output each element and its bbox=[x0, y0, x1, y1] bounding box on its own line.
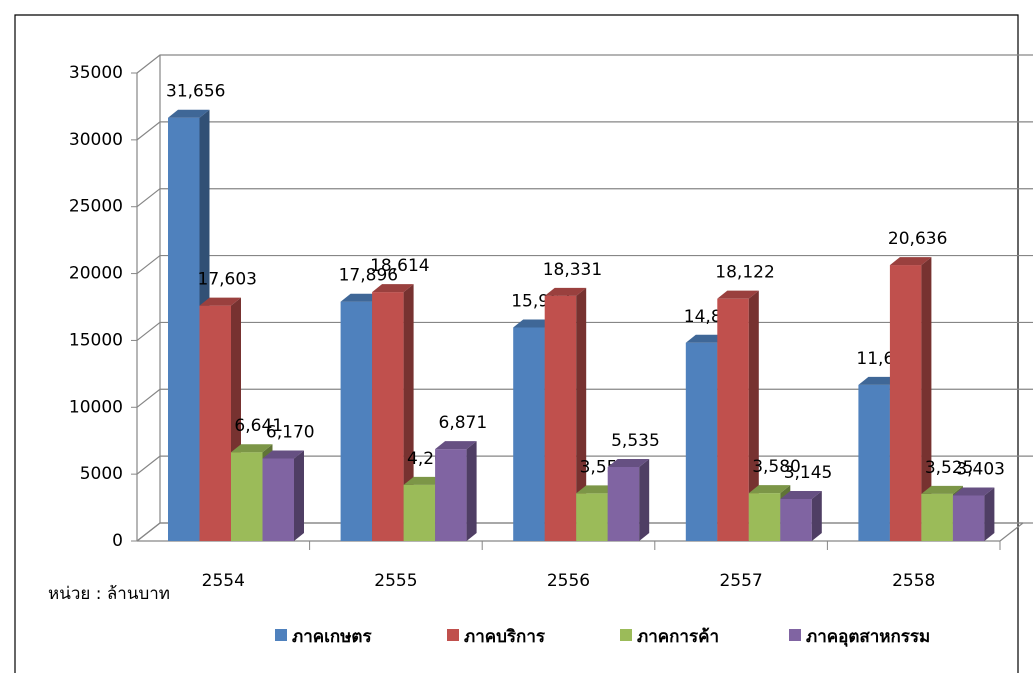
bar-top bbox=[858, 376, 900, 385]
bar bbox=[576, 493, 608, 541]
bar-top bbox=[576, 485, 618, 494]
bar bbox=[717, 298, 749, 541]
value-label: 18,614 bbox=[370, 256, 429, 276]
bar-top bbox=[780, 490, 822, 499]
bar bbox=[685, 342, 718, 541]
bar bbox=[607, 466, 640, 541]
bar bbox=[952, 495, 985, 541]
bar-top bbox=[262, 450, 304, 459]
x-tick-label: 2556 bbox=[547, 571, 590, 591]
frame bbox=[14, 14, 1019, 673]
grid-line bbox=[136, 254, 1033, 275]
legend-label: ภาคอุตสาหกรรม bbox=[806, 627, 930, 647]
bar-top bbox=[168, 109, 210, 118]
bar-top bbox=[544, 287, 587, 296]
value-label: 6,170 bbox=[266, 422, 315, 442]
value-label: 17,603 bbox=[198, 270, 257, 290]
value-label: 3,403 bbox=[956, 459, 1005, 479]
bar-top bbox=[607, 458, 650, 467]
bar bbox=[199, 305, 231, 541]
value-label: 5,535 bbox=[611, 431, 660, 451]
unit-annotation: หน่วย : ล้านบาท bbox=[48, 584, 170, 604]
y-tick-label: 35000 bbox=[69, 63, 123, 83]
y-tick-label: 0 bbox=[112, 531, 123, 551]
bar-top bbox=[372, 284, 414, 293]
legend-label: ภาคการค้า bbox=[637, 627, 719, 647]
grid-line bbox=[136, 188, 1033, 208]
bar-side bbox=[639, 458, 650, 541]
value-label: 6,871 bbox=[439, 413, 488, 433]
legend-swatch bbox=[789, 629, 801, 641]
bar-top bbox=[435, 441, 477, 450]
bar-top bbox=[231, 444, 273, 453]
y-tick-label: 25000 bbox=[69, 197, 123, 217]
grid-line bbox=[136, 121, 1033, 141]
value-label: 31,656 bbox=[166, 82, 225, 102]
bar bbox=[544, 295, 577, 541]
value-label: 20,636 bbox=[888, 229, 947, 249]
x-tick-label: 2558 bbox=[892, 571, 935, 591]
bar bbox=[780, 498, 812, 541]
y-tick-label: 10000 bbox=[69, 397, 123, 417]
bar-top bbox=[889, 257, 932, 266]
y-tick-label: 20000 bbox=[69, 264, 123, 284]
bar bbox=[340, 301, 373, 541]
bar bbox=[168, 117, 200, 542]
bar-side bbox=[748, 290, 759, 541]
bar-side bbox=[984, 487, 995, 541]
x-tick-label: 2557 bbox=[719, 571, 762, 591]
bar bbox=[513, 327, 545, 541]
legend-label: ภาคเกษตร bbox=[292, 627, 372, 647]
legend-swatch bbox=[275, 629, 287, 641]
bar bbox=[858, 384, 890, 541]
bar-top bbox=[340, 293, 383, 302]
bar bbox=[889, 265, 922, 541]
bar-side bbox=[576, 287, 587, 541]
bar-top bbox=[952, 487, 995, 496]
value-label: 18,122 bbox=[715, 263, 774, 283]
bar bbox=[372, 292, 404, 541]
y-tick-label: 15000 bbox=[69, 330, 123, 350]
grid-line bbox=[136, 54, 1033, 74]
bar-side bbox=[811, 490, 822, 541]
legend-swatch bbox=[620, 629, 632, 641]
bar-top bbox=[748, 485, 791, 494]
x-tick-label: 2555 bbox=[374, 571, 417, 591]
y-tick-label: 30000 bbox=[69, 130, 123, 150]
value-label: 6,641 bbox=[234, 416, 283, 436]
bar bbox=[748, 493, 781, 541]
value-label: 17,896 bbox=[339, 266, 398, 286]
bar-side bbox=[403, 284, 414, 541]
bar-side bbox=[294, 450, 304, 541]
bar-top bbox=[921, 485, 963, 494]
bar bbox=[231, 452, 263, 541]
value-label: 3,145 bbox=[784, 463, 833, 483]
legend-swatch bbox=[447, 629, 459, 641]
bar-top bbox=[685, 334, 728, 343]
bar bbox=[921, 493, 953, 541]
value-label: 3,580 bbox=[752, 457, 801, 477]
value-label: 3,525 bbox=[925, 458, 974, 478]
bar-top bbox=[403, 476, 446, 485]
back-wall-left bbox=[136, 55, 161, 541]
bar bbox=[403, 484, 436, 541]
bar-side bbox=[466, 441, 477, 541]
bar-top bbox=[717, 290, 759, 299]
bar bbox=[435, 449, 467, 541]
legend-label: ภาคบริการ bbox=[464, 627, 546, 647]
bar-top bbox=[513, 319, 555, 328]
y-tick-label: 5000 bbox=[80, 464, 123, 484]
bar bbox=[262, 458, 294, 541]
value-label: 18,331 bbox=[543, 260, 602, 280]
x-tick-label: 2554 bbox=[202, 571, 245, 591]
bar-side bbox=[921, 257, 932, 541]
bar-top bbox=[199, 297, 241, 306]
